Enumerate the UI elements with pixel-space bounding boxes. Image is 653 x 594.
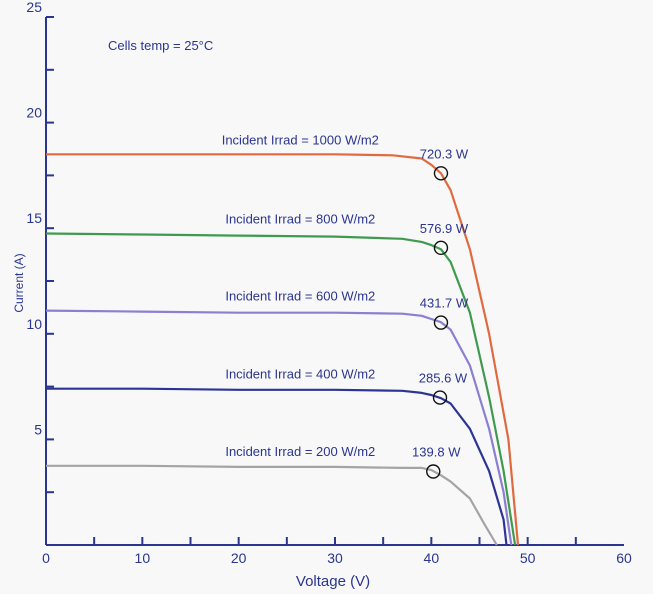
tick-marks <box>46 16 577 545</box>
series-line-2 <box>45 309 513 546</box>
tick-labels: 0 10 20 30 40 50 60 5 10 15 20 25 <box>26 0 632 566</box>
x-tick-label: 20 <box>231 550 247 566</box>
x-tick-label: 0 <box>42 550 50 566</box>
x-tick-label: 60 <box>616 550 632 566</box>
mpp-marker-3 <box>432 390 448 405</box>
series-label-1: Incident Irrad = 800 W/m2 <box>225 211 375 226</box>
x-axis-label: Voltage (V) <box>296 573 370 590</box>
y-axis-label: Current (A) <box>12 253 26 312</box>
mpp-marker-2 <box>433 315 449 330</box>
series-labels: Incident Irrad = 1000 W/m2 Incident Irrad… <box>222 132 379 459</box>
mpp-label-4: 139.8 W <box>412 445 461 460</box>
mpp-labels: 720.3 W 576.9 W 431.7 W 285.6 W 139.8 W <box>412 146 469 459</box>
series-label-4: Incident Irrad = 200 W/m2 <box>225 444 375 459</box>
y-tick-label: 25 <box>26 0 42 15</box>
x-tick-label: 30 <box>327 550 343 566</box>
y-tick-label: 10 <box>26 316 42 332</box>
y-tick-label: 5 <box>34 421 42 437</box>
series-lines <box>45 153 520 546</box>
mpp-label-0: 720.3 W <box>420 146 469 161</box>
mpp-marker-1 <box>433 240 449 256</box>
series-label-0: Incident Irrad = 1000 W/m2 <box>222 132 379 147</box>
mpp-label-3: 285.6 W <box>419 371 468 386</box>
mpp-marker-4 <box>426 464 441 479</box>
mpp-marker-0 <box>433 166 449 181</box>
series-label-2: Incident Irrad = 600 W/m2 <box>225 289 375 304</box>
mpp-markers <box>426 166 449 479</box>
x-tick-label: 10 <box>135 550 151 566</box>
series-line-0 <box>46 153 520 546</box>
series-line-3 <box>46 387 508 546</box>
cells-temp-annotation: Cells temp = 25°C <box>108 38 213 53</box>
mpp-label-2: 431.7 W <box>420 296 469 311</box>
series-line-4 <box>46 464 498 546</box>
y-tick-label: 15 <box>26 210 42 226</box>
y-tick-label: 20 <box>26 105 42 121</box>
x-tick-label: 50 <box>520 550 536 566</box>
mpp-label-1: 576.9 W <box>420 221 469 236</box>
series-label-3: Incident Irrad = 400 W/m2 <box>225 367 375 382</box>
series-line-1 <box>45 232 517 546</box>
x-tick-label: 40 <box>424 550 440 566</box>
